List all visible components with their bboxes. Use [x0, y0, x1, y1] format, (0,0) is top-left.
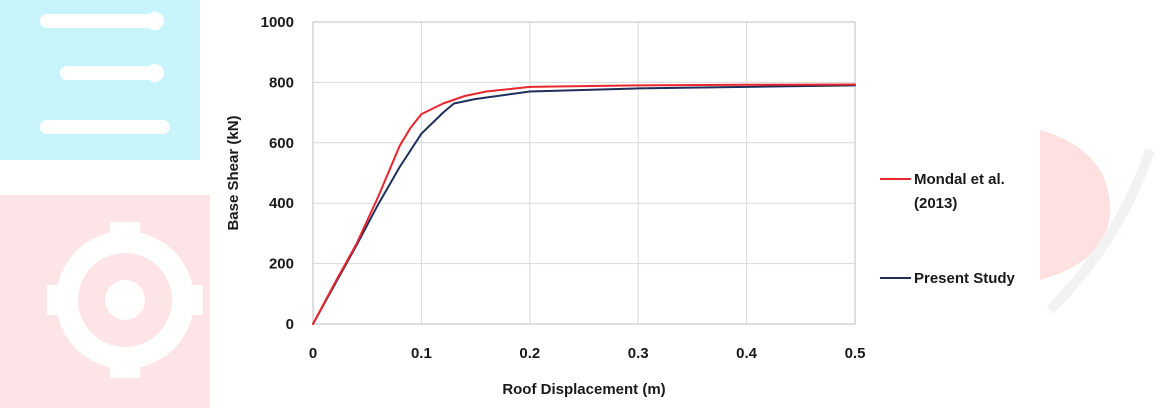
legend-label-mondal-et-al-2013: Mondal et al. (2013) — [914, 171, 1005, 212]
y-tick-label: 600 — [269, 135, 294, 152]
series-layer — [312, 83, 856, 325]
y-tick-label: 800 — [269, 74, 294, 91]
x-tick-label: 0.4 — [736, 345, 758, 362]
x-tick-label: 0.3 — [628, 345, 649, 362]
y-tick-label: 200 — [269, 256, 294, 273]
y-tick-label: 0 — [286, 316, 294, 333]
plot-background — [313, 22, 855, 324]
x-tick-label: 0 — [309, 345, 317, 362]
y-axis-title: Base Shear (kN) — [225, 115, 242, 230]
x-tick-label: 0.5 — [845, 345, 866, 362]
plot-frame — [312, 21, 856, 325]
watermark-gray-swoosh — [1046, 148, 1155, 314]
watermark-red-arc — [1040, 130, 1110, 280]
series-line-mondal-et-al-2013 — [312, 83, 856, 325]
x-axis-title: Roof Displacement (m) — [502, 381, 665, 398]
y-tick-label: 400 — [269, 195, 294, 212]
legend: Mondal et al. (2013) Present Study — [880, 171, 1016, 287]
x-tick-label: 0.2 — [519, 345, 540, 362]
y-tick-label: 1000 — [261, 14, 294, 31]
legend-label-present-study: Present Study — [914, 270, 1016, 287]
x-tick-labels: 0 0.1 0.2 0.3 0.4 0.5 — [309, 345, 866, 362]
watermark-gear-icon — [47, 222, 203, 378]
watermark-circuit-icon — [40, 12, 170, 134]
x-tick-label: 0.1 — [411, 345, 432, 362]
y-tick-labels: 0 200 400 600 800 1000 — [261, 14, 294, 333]
